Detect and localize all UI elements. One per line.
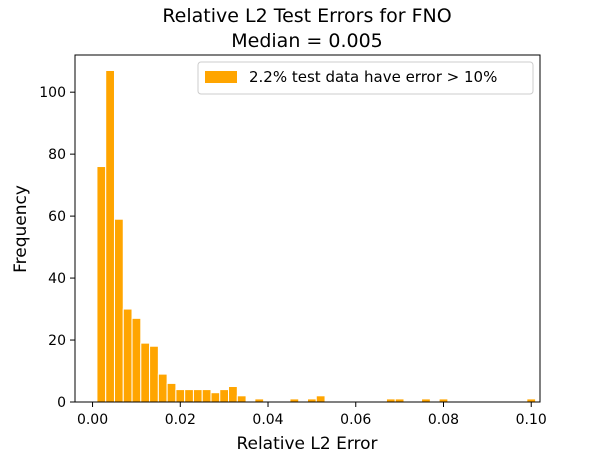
histogram-bar (228, 386, 238, 403)
legend: 2.2% test data have error > 10% (197, 61, 534, 95)
x-tick-label: 0.06 (340, 412, 371, 428)
legend-frame (197, 61, 534, 95)
x-tick-label: 0.08 (428, 412, 459, 428)
histogram-bar (210, 392, 221, 403)
histogram-bar (105, 69, 115, 403)
y-tick-label: 100 (39, 85, 66, 101)
histogram-bar (131, 317, 142, 403)
histogram-bar (192, 389, 203, 403)
histogram-bar (315, 395, 326, 403)
y-tick-label: 40 (48, 271, 66, 287)
bars-group (96, 69, 537, 403)
legend-label: 2.2% test data have error > 10% (249, 68, 497, 86)
plot-frame (74, 54, 541, 403)
histogram-bar (201, 389, 212, 403)
x-tick-label: 0.04 (252, 412, 283, 428)
chart-subtitle: Median = 0.005 (231, 30, 383, 52)
x-axis-label: Relative L2 Error (236, 434, 377, 450)
histogram-bar (140, 342, 151, 403)
histogram-bar (96, 166, 107, 403)
y-axis-ticks: 0 20 40 60 80 100 (39, 85, 75, 411)
x-tick-label: 0.00 (77, 412, 108, 428)
chart-title: Relative L2 Test Errors for FNO (162, 5, 451, 27)
y-tick-label: 60 (48, 209, 66, 225)
histogram-bar (219, 389, 230, 403)
histogram-bar (166, 382, 177, 403)
y-tick-label: 20 (48, 333, 66, 349)
x-tick-label: 0.02 (165, 412, 196, 428)
x-tick-label: 0.10 (516, 412, 547, 428)
x-axis-ticks: 0.00 0.02 0.04 0.06 0.08 0.10 (77, 402, 547, 428)
y-axis-label: Frequency (11, 185, 31, 273)
histogram-bar (149, 345, 159, 403)
y-tick-label: 0 (57, 395, 66, 411)
y-tick-label: 80 (48, 147, 66, 163)
histogram-bar (122, 308, 133, 403)
histogram-bar (175, 389, 186, 403)
legend-swatch (205, 71, 237, 83)
histogram-bar (184, 389, 194, 403)
histogram-bar (236, 395, 247, 403)
histogram-bar (113, 218, 124, 403)
histogram-bar (157, 373, 168, 403)
